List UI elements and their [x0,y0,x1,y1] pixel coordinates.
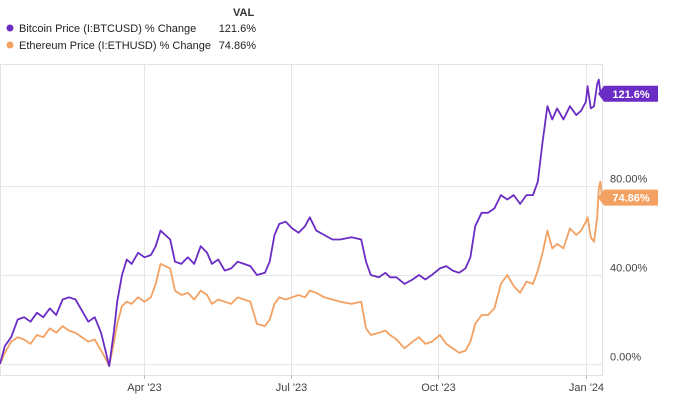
ethereum-end-badge-label: 74.86% [612,193,650,205]
ethereum-end-badge [598,189,658,206]
y-tick-label: 0.00% [610,352,641,364]
x-tick-label: Jul '23 [276,382,307,394]
y-tick-label: 80.00% [610,174,648,186]
legend: VAL Bitcoin Price (I:BTCUSD) % Change 12… [6,7,257,52]
bitcoin-legend-marker [6,24,14,32]
ethereum-legend-marker [6,41,14,49]
x-tick-label: Jan '24 [569,382,604,394]
x-tick-label: Oct '23 [421,382,456,394]
plot-area [0,64,603,376]
bitcoin-series-line [0,78,603,368]
end-value-badges: 121.6% 74.86% [598,85,658,206]
series-lines [0,78,603,368]
y-axis-ticks: 0.00% 40.00% 80.00% [610,174,648,364]
bitcoin-end-badge [598,85,658,102]
ethereum-series-line [0,180,603,368]
gridlines [0,64,602,375]
y-tick-label: 40.00% [610,263,648,275]
x-axis-ticks: Apr '23 Jul '23 Oct '23 Jan '24 [127,375,604,394]
ethereum-legend-label: Ethereum Price (I:ETHUSD) % Change [19,40,211,52]
x-tick-label: Apr '23 [127,382,162,394]
bitcoin-end-badge-label: 121.6% [612,89,650,101]
ethereum-legend-value: 74.86% [219,40,257,52]
bitcoin-legend-value: 121.6% [219,23,257,35]
legend-value-header: VAL [233,7,254,19]
bitcoin-legend-label: Bitcoin Price (I:BTCUSD) % Change [19,23,196,35]
